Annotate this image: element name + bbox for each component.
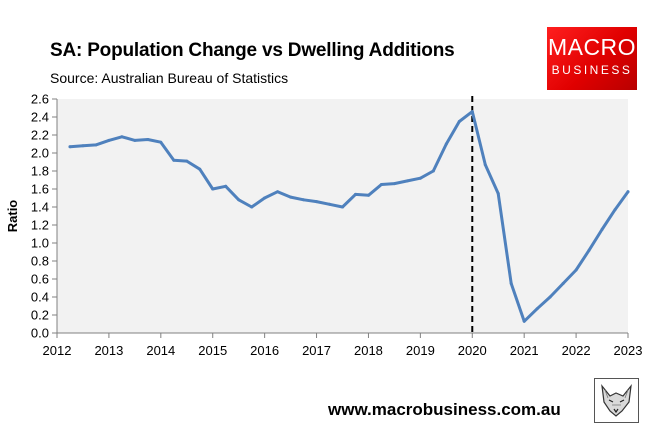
data-point <box>328 202 332 206</box>
data-point <box>509 282 513 285</box>
chart-source: Source: Australian Bureau of Statistics <box>50 70 289 86</box>
data-point <box>94 143 98 147</box>
data-point <box>341 205 344 209</box>
y-tick-label: 0.6 <box>31 272 49 287</box>
y-tick-label: 1.4 <box>31 200 49 215</box>
y-tick-label: 1.6 <box>31 182 49 197</box>
y-tick-label: 2.4 <box>31 110 49 125</box>
y-tick-label: 0.4 <box>31 290 49 305</box>
data-point <box>366 193 370 197</box>
data-point <box>68 145 72 149</box>
data-point <box>159 140 163 144</box>
x-tick-label: 2014 <box>146 343 175 358</box>
y-axis-label: Ratio <box>5 200 20 233</box>
data-point <box>392 182 396 186</box>
data-point <box>522 319 526 323</box>
data-point <box>302 198 306 202</box>
logo-line-1: MACRO <box>547 34 637 60</box>
data-point <box>211 187 215 191</box>
x-tick-label: 2022 <box>562 343 591 358</box>
data-point <box>315 200 319 204</box>
data-point <box>379 183 383 186</box>
data-point <box>133 138 137 142</box>
x-tick-label: 2013 <box>94 343 123 358</box>
data-point <box>613 208 617 212</box>
data-point <box>107 138 111 142</box>
macrobusiness-logo[interactable]: MACRO BUSINESS <box>547 27 637 90</box>
data-point <box>548 295 552 299</box>
data-point <box>289 195 293 199</box>
y-tick-label: 2.2 <box>31 128 49 143</box>
data-point <box>237 198 241 202</box>
data-point <box>496 192 500 195</box>
x-tick-label: 2020 <box>458 343 487 358</box>
x-tick-label: 2021 <box>510 343 539 358</box>
y-tick-label: 2.0 <box>31 146 49 161</box>
data-point <box>250 205 254 209</box>
data-point <box>444 142 448 146</box>
data-point <box>470 110 474 114</box>
data-point <box>185 159 189 163</box>
x-tick-label: 2018 <box>354 343 383 358</box>
y-tick-label: 2.6 <box>31 92 49 107</box>
series-line-ratio <box>68 110 630 323</box>
data-point <box>120 135 124 139</box>
x-tick-label: 2023 <box>614 343 643 358</box>
x-tick-label: 2012 <box>43 343 72 358</box>
data-point <box>276 190 280 194</box>
data-point <box>224 184 228 188</box>
data-point <box>353 192 357 196</box>
data-point <box>198 167 202 171</box>
data-point <box>146 138 150 141</box>
x-tick-label: 2019 <box>406 343 435 358</box>
x-tick-label: 2015 <box>198 343 227 358</box>
data-point <box>483 163 487 167</box>
data-point <box>405 179 409 183</box>
data-point <box>263 196 267 200</box>
y-tick-label: 0.2 <box>31 308 49 323</box>
x-tick-label: 2017 <box>302 343 331 358</box>
data-point <box>81 144 85 148</box>
data-point <box>535 307 539 311</box>
data-point <box>574 268 578 272</box>
y-tick-label: 0.8 <box>31 254 49 269</box>
chart-title: SA: Population Change vs Dwelling Additi… <box>50 40 455 61</box>
data-point <box>626 190 630 194</box>
website-url[interactable]: www.macrobusiness.com.au <box>328 400 561 419</box>
data-point <box>431 169 435 173</box>
y-tick-label: 1.8 <box>31 164 49 179</box>
y-tick-label: 0.0 <box>31 326 49 341</box>
x-tick-label: 2016 <box>250 343 279 358</box>
plot-area <box>57 99 628 333</box>
y-tick-label: 1.2 <box>31 218 49 233</box>
y-tick-label: 1.0 <box>31 236 49 251</box>
data-point <box>600 228 604 231</box>
data-point <box>587 248 591 252</box>
data-point <box>172 158 176 162</box>
logo-line-2: BUSINESS <box>551 63 633 77</box>
fox-icon <box>594 378 639 423</box>
data-point <box>457 120 461 123</box>
data-point <box>561 282 565 285</box>
data-point <box>418 176 422 180</box>
